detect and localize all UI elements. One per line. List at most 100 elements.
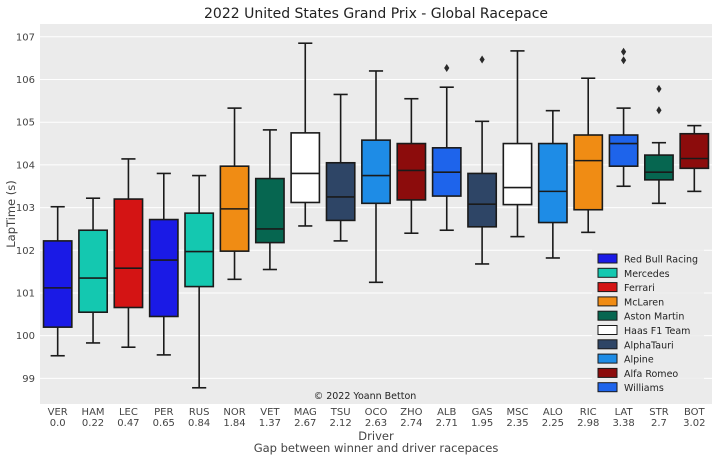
- x-tick-driver: TSU: [330, 407, 351, 418]
- x-tick-gap: 1.84: [223, 418, 245, 429]
- x-tick-driver: MAG: [294, 407, 317, 418]
- x-tick-driver: BOT: [684, 407, 706, 418]
- box-body: [643, 154, 674, 181]
- legend-swatch: [597, 282, 618, 293]
- x-tick-gap: 2.71: [436, 418, 458, 429]
- x-tick-driver: VET: [260, 407, 280, 418]
- chart-title: 2022 United States Grand Prix - Global R…: [204, 6, 548, 22]
- legend-swatch: [597, 296, 618, 307]
- x-tick-gap: 1.37: [259, 418, 281, 429]
- legend-label: Haas F1 Team: [624, 326, 690, 337]
- box-zho: [396, 97, 427, 235]
- x-axis-sublabel: Gap between winner and driver racepaces: [254, 441, 499, 455]
- legend-swatch: [597, 339, 618, 350]
- x-tick-gap: 2.74: [400, 418, 422, 429]
- x-tick-gap: 0.84: [188, 418, 210, 429]
- y-tick-label: 106: [16, 75, 35, 86]
- box-mag: [290, 42, 321, 227]
- box-body: [467, 172, 498, 228]
- x-tick-driver: VER: [48, 407, 68, 418]
- box-body: [254, 177, 285, 244]
- legend-label: Mercedes: [624, 269, 670, 280]
- box-oco: [361, 70, 391, 284]
- outlier-point: [620, 47, 627, 56]
- box-body: [396, 142, 427, 201]
- x-tick-gap: 2.98: [577, 418, 599, 429]
- x-tick-driver: OCO: [365, 407, 388, 418]
- outlier-point: [656, 84, 662, 93]
- x-tick-driver: ALO: [543, 407, 563, 418]
- x-tick-driver: GAS: [472, 407, 493, 418]
- box-ver: [42, 205, 73, 357]
- box-rus: [184, 174, 215, 389]
- x-tick-gap: 1.95: [471, 418, 493, 429]
- box-alo: [537, 109, 568, 259]
- box-lat: [608, 47, 639, 188]
- box-body: [290, 132, 321, 204]
- legend-label: Williams: [624, 383, 664, 394]
- x-tick-driver: RIC: [580, 407, 597, 418]
- box-body: [361, 139, 391, 205]
- legend-label: McLaren: [624, 297, 664, 308]
- x-tick-gap: 2.35: [506, 418, 528, 429]
- box-gas: [467, 55, 498, 265]
- box-msc: [502, 50, 533, 238]
- x-tick-gap: 3.38: [612, 418, 634, 429]
- box-series: [42, 42, 710, 389]
- x-axis-label: Driver: [358, 429, 394, 443]
- x-tick-driver: RUS: [189, 407, 210, 418]
- legend-swatch: [597, 325, 618, 335]
- box-body: [148, 218, 179, 318]
- box-per: [148, 172, 179, 356]
- x-tick-gap: 2.63: [365, 418, 387, 429]
- y-tick-label: 105: [16, 118, 35, 129]
- box-body: [608, 134, 639, 167]
- box-body: [78, 229, 109, 314]
- legend-swatch: [597, 267, 618, 278]
- box-vet: [254, 129, 285, 271]
- x-tick-driver: ALB: [437, 407, 456, 418]
- box-body: [679, 132, 710, 170]
- x-tick-driver: PER: [154, 407, 173, 418]
- x-tick-gap: 2.12: [329, 418, 351, 429]
- outlier-point: [620, 56, 627, 65]
- y-tick-label: 99: [22, 374, 35, 385]
- box-lec: [113, 158, 144, 349]
- x-tick-driver: LEC: [119, 407, 138, 418]
- x-tick-gap: 3.02: [683, 418, 705, 429]
- x-tick-driver: MSC: [506, 407, 528, 418]
- credit-text: © 2022 Yoann Betton: [314, 391, 417, 402]
- x-tick-driver: LAT: [615, 407, 634, 418]
- box-body: [325, 161, 356, 222]
- legend-swatch: [597, 253, 618, 264]
- x-tick-driver: NOR: [223, 407, 245, 418]
- legend-label: Aston Martin: [624, 312, 684, 323]
- box-nor: [219, 107, 250, 281]
- y-tick-label: 102: [16, 246, 35, 257]
- box-body: [573, 134, 604, 211]
- legend-swatch: [597, 382, 618, 393]
- x-tick-gap: 0.65: [153, 418, 175, 429]
- y-tick-labels: 99 100 101 102 103 104 105 106 107: [16, 32, 35, 385]
- legend-label: Red Bull Racing: [624, 255, 698, 266]
- y-tick-label: 101: [16, 288, 35, 299]
- legend: Red Bull Racing Mercedes Ferrari McLaren Ast…: [592, 249, 704, 398]
- box-ric: [573, 77, 604, 234]
- legend-label: Alfa Romeo: [624, 369, 678, 380]
- box-body: [502, 142, 533, 206]
- box-body: [537, 142, 568, 224]
- x-tick-gap: 2.7: [651, 418, 667, 429]
- legend-label: Ferrari: [624, 283, 655, 294]
- legend-label: Alpine: [624, 355, 654, 366]
- x-tick-gap: 0.47: [117, 418, 139, 429]
- y-tick-label: 104: [16, 160, 35, 171]
- y-tick-label: 107: [16, 32, 35, 43]
- x-tick-driver: STR: [649, 407, 668, 418]
- outlier-point: [444, 63, 450, 72]
- x-tick-gap: 0.22: [82, 418, 104, 429]
- box-str: [643, 84, 674, 205]
- legend-swatch: [597, 353, 618, 364]
- legend-swatch: [597, 310, 618, 321]
